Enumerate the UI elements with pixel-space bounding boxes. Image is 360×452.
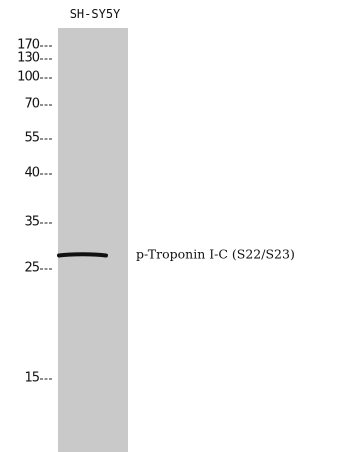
marker-label: 25 — [24, 261, 39, 276]
marker-label: 55 — [24, 131, 39, 146]
marker-label: 70 — [24, 97, 39, 112]
page: SH-SY5Y p-Troponin I-C (S22/S23) 1701301… — [0, 0, 360, 452]
marker-label: 130 — [17, 51, 40, 66]
marker-label: 35 — [24, 215, 39, 230]
marker-label: 40 — [24, 166, 39, 181]
lane — [58, 28, 128, 452]
band — [59, 254, 106, 255]
marker-label: 100 — [17, 70, 40, 85]
western-blot: SH-SY5Y p-Troponin I-C (S22/S23) 1701301… — [0, 0, 360, 452]
marker-label: 15 — [24, 371, 39, 386]
lane-label: SH-SY5Y — [70, 7, 121, 21]
band-label: p-Troponin I-C (S22/S23) — [136, 247, 295, 262]
